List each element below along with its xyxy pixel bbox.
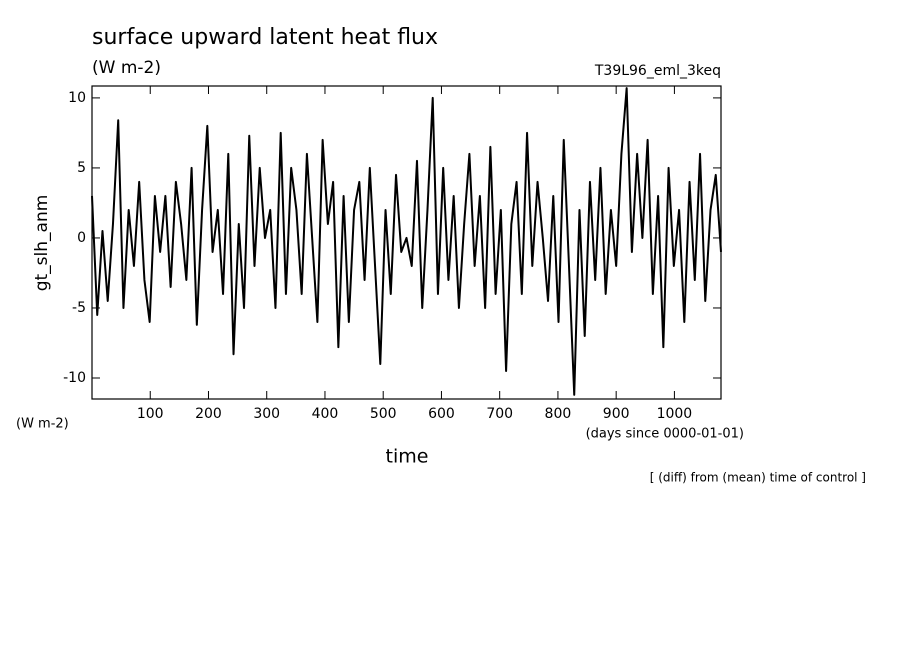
units: (W m-2) <box>92 58 161 78</box>
x-tick-label: 500 <box>370 406 397 422</box>
y-axis-label: gt_slh_anm <box>32 195 52 292</box>
y-tick-label: 0 <box>77 230 86 246</box>
x-tick-label: 200 <box>195 406 222 422</box>
plot-frame <box>91 85 722 400</box>
y-tick-label: -10 <box>63 370 86 386</box>
x-tick-label: 100 <box>137 406 164 422</box>
y-tick-label: -5 <box>72 300 86 316</box>
x-tick-label: 400 <box>312 406 339 422</box>
x-tick-label: 900 <box>603 406 630 422</box>
y-tick-label: 5 <box>77 160 86 176</box>
x-tick-label: 600 <box>428 406 455 422</box>
chart-title: surface upward latent heat flux <box>92 25 438 50</box>
y-units: (W m-2) <box>16 417 69 432</box>
y-tick-label: 10 <box>68 90 86 106</box>
x-tick-label: 300 <box>253 406 280 422</box>
x-tick-label: 800 <box>545 406 572 422</box>
x-tick-label: 700 <box>486 406 513 422</box>
note: [ (diff) from (mean) time of control ] <box>650 471 866 485</box>
data-line <box>91 87 722 396</box>
x-tick-label: 1000 <box>657 406 693 422</box>
x-units: (days since 0000-01-01) <box>586 427 744 442</box>
run-label: T39L96_eml_3keq <box>594 63 721 79</box>
x-axis-label: time <box>386 446 429 468</box>
